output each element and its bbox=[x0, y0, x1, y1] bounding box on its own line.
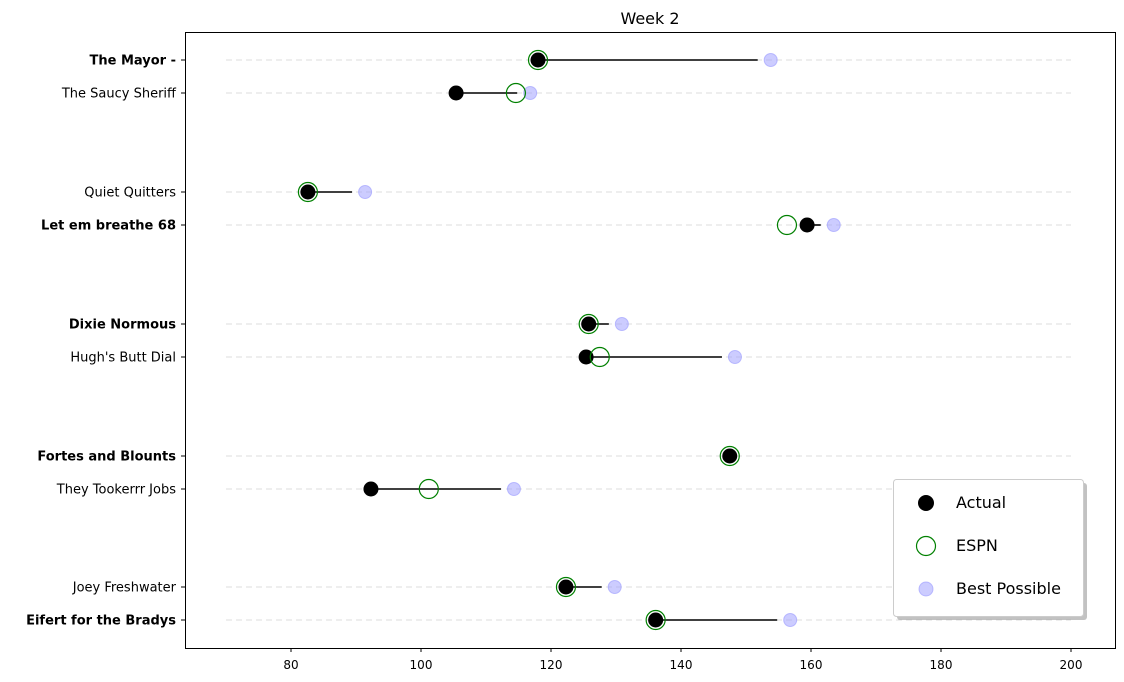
best-possible-point bbox=[826, 218, 841, 232]
best-possible-point bbox=[783, 613, 798, 627]
legend-espn-marker bbox=[915, 535, 937, 557]
actual-point bbox=[300, 184, 316, 200]
best-possible-point bbox=[358, 185, 373, 199]
actual-point bbox=[530, 52, 546, 68]
team-label: Dixie Normous bbox=[69, 318, 176, 333]
actual-point bbox=[363, 481, 379, 497]
best-possible-point bbox=[607, 580, 622, 594]
legend-espn-label: ESPN bbox=[956, 536, 998, 555]
team-label: Quiet Quitters bbox=[84, 186, 176, 201]
x-tick-label: 160 bbox=[800, 658, 823, 672]
best-possible-point bbox=[727, 350, 742, 364]
team-label: They Tookerrr Jobs bbox=[56, 483, 176, 498]
team-label: Let em breathe 68 bbox=[41, 219, 176, 234]
x-tick-label: 120 bbox=[540, 658, 563, 672]
legend-actual-marker bbox=[918, 495, 934, 511]
espn-point bbox=[645, 609, 666, 631]
x-tick-label: 100 bbox=[410, 658, 433, 672]
x-tick-label: 200 bbox=[1060, 658, 1083, 672]
legend: Actual ESPN Best Possible bbox=[893, 479, 1087, 620]
x-tick-label: 80 bbox=[283, 658, 298, 672]
actual-point bbox=[448, 85, 464, 101]
best-possible-point bbox=[523, 86, 538, 100]
actual-point bbox=[799, 217, 815, 233]
espn-point bbox=[719, 445, 740, 467]
legend-actual-label: Actual bbox=[956, 493, 1006, 512]
best-possible-point bbox=[614, 317, 629, 331]
team-label: Joey Freshwater bbox=[72, 581, 177, 596]
team-label: Hugh's Butt Dial bbox=[70, 351, 176, 366]
best-possible-point bbox=[506, 482, 521, 496]
espn-point bbox=[505, 82, 527, 104]
legend-best-label: Best Possible bbox=[956, 579, 1061, 598]
actual-point bbox=[722, 448, 738, 464]
espn-point bbox=[589, 346, 610, 368]
espn-point bbox=[578, 313, 599, 335]
team-label: Fortes and Blounts bbox=[37, 450, 176, 465]
espn-point bbox=[776, 214, 798, 236]
chart-title: Week 2 bbox=[620, 9, 679, 28]
x-tick-label: 180 bbox=[930, 658, 953, 672]
actual-point bbox=[578, 349, 594, 365]
actual-point bbox=[581, 316, 597, 332]
legend-best-marker bbox=[918, 581, 934, 597]
actual-point bbox=[648, 612, 664, 628]
espn-point bbox=[527, 49, 549, 71]
plot-frame bbox=[185, 32, 1116, 649]
espn-point bbox=[555, 576, 577, 598]
espn-point bbox=[297, 181, 318, 203]
best-possible-point bbox=[763, 53, 778, 67]
team-label: The Mayor - bbox=[89, 54, 176, 69]
team-label: The Saucy Sheriff bbox=[61, 87, 177, 102]
actual-point bbox=[558, 579, 574, 595]
x-tick-label: 140 bbox=[670, 658, 693, 672]
espn-point bbox=[418, 478, 439, 500]
team-label: Eifert for the Bradys bbox=[26, 614, 176, 629]
